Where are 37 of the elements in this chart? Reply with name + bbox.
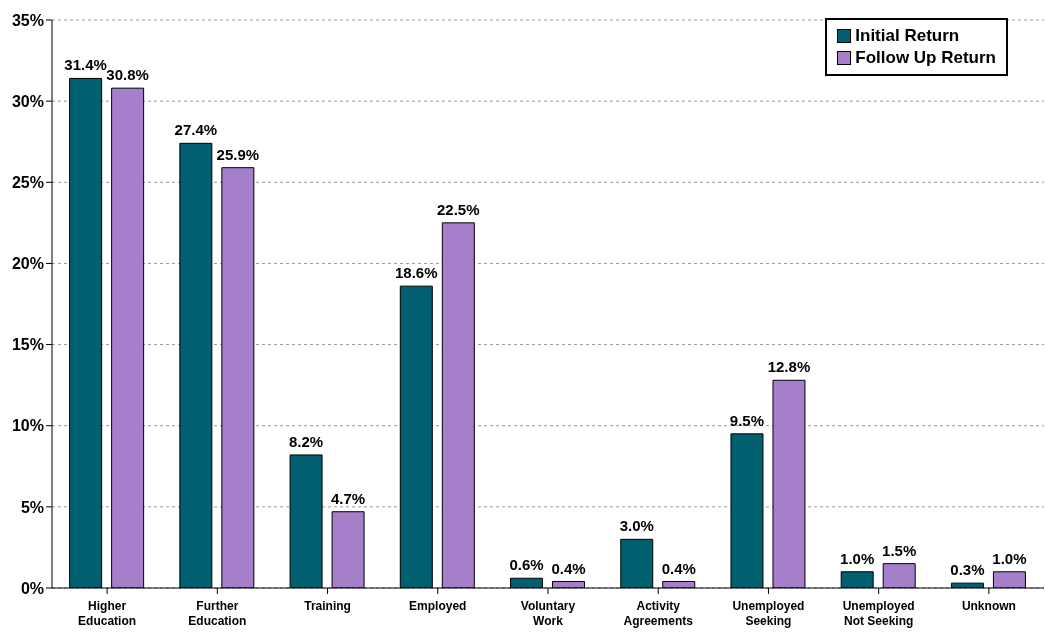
x-tick-label: Activity Agreements (623, 599, 694, 628)
data-label: 0.4% (551, 559, 586, 577)
x-tick-label: Employed (409, 599, 467, 613)
y-tick-label: 10% (11, 417, 44, 435)
data-label: 27.4% (174, 121, 218, 139)
y-tick-label: 5% (20, 498, 44, 516)
data-label: 1.5% (882, 541, 917, 559)
legend-label: Follow Up Return (855, 48, 996, 68)
data-label: 0.6% (509, 556, 544, 574)
legend-label: Initial Return (855, 26, 960, 46)
data-label: 0.3% (950, 561, 985, 579)
x-tick-label: Further Education (188, 599, 247, 628)
data-label: 22.5% (437, 200, 480, 218)
data-label: 31.4% (64, 56, 107, 74)
y-tick-label: 35% (11, 11, 44, 29)
data-label: 18.6% (395, 264, 438, 282)
data-label: 9.5% (729, 411, 765, 429)
data-label: 1.0% (992, 549, 1027, 567)
y-tick-label: 15% (11, 336, 44, 354)
y-tick-label: 20% (11, 255, 44, 273)
data-label: 1.0% (840, 549, 875, 567)
x-tick-label: Unknown (961, 599, 1016, 613)
data-label: 25.9% (216, 145, 260, 163)
x-tick-label: Unemployed Not Seeking (842, 599, 915, 628)
x-tick-label: Training (304, 599, 351, 613)
data-label: 30.8% (106, 66, 149, 84)
data-label: 3.0% (619, 517, 654, 535)
data-label: 4.7% (330, 489, 366, 507)
y-tick-label: 0% (20, 579, 44, 597)
x-tick-label: Voluntary Work (520, 599, 576, 628)
x-tick-label: Higher Education (78, 599, 137, 628)
y-tick-label: 30% (11, 92, 44, 110)
data-label: 12.8% (767, 358, 811, 376)
data-label: 0.4% (661, 559, 696, 577)
y-tick-label: 25% (11, 173, 44, 191)
data-label: 8.2% (288, 432, 324, 450)
x-tick-label: Unemployed Seeking (732, 599, 805, 628)
